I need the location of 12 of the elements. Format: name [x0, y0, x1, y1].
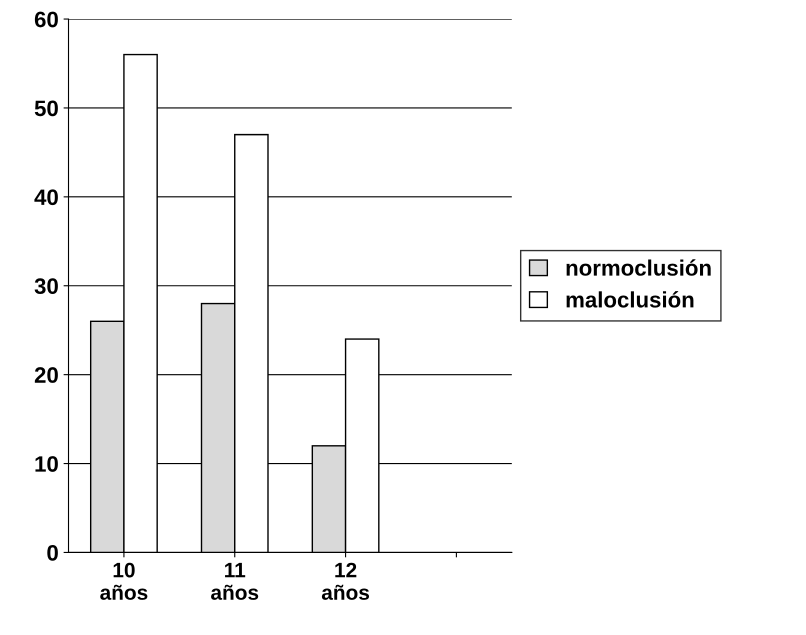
legend-label: maloclusión [566, 291, 694, 308]
legend-label: normoclusión [566, 259, 711, 276]
y-tick-label: 20 [34, 367, 58, 383]
y-tick-label: 30 [34, 278, 58, 294]
y-tick-label: 60 [34, 12, 58, 28]
y-tick-label: 40 [34, 189, 58, 206]
y-tick-label: 50 [34, 100, 58, 116]
x-tick-label: 12 años [322, 562, 370, 600]
y-tick-label: 10 [35, 456, 58, 472]
x-tick-label: 11 años [211, 562, 258, 600]
x-tick-label: 10 años [100, 562, 148, 600]
y-tick-label: 0 [47, 544, 58, 561]
